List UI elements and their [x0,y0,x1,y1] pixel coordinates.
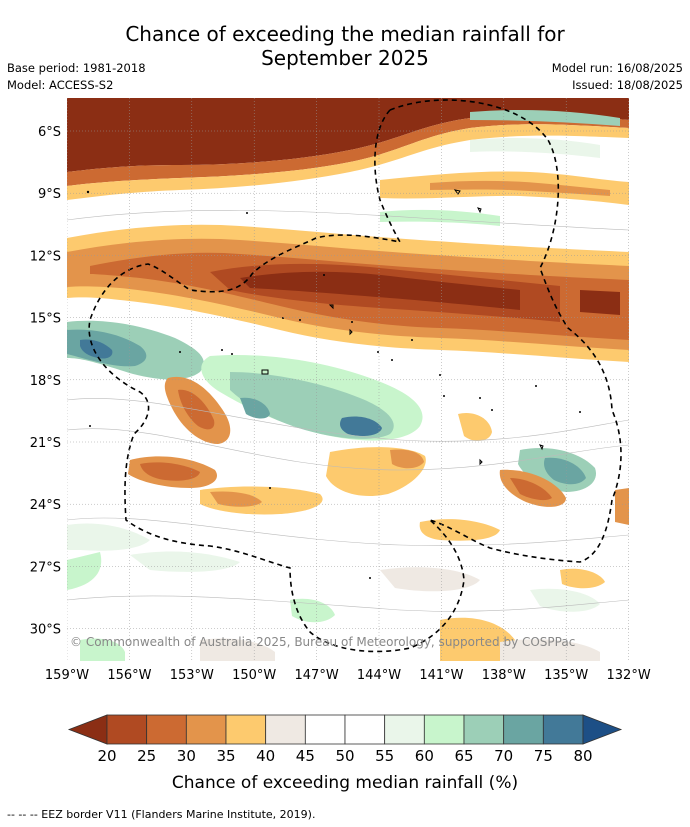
lat-label: 24°S [30,498,61,513]
colorbar-segment [384,714,425,745]
map-title: Chance of exceeding the median rainfall … [0,22,690,70]
colorbar-label: Chance of exceeding median rainfall (%) [172,773,518,793]
copyright-text: © Commonwealth of Australia 2025, Bureau… [70,635,575,649]
lat-label: 15°S [30,312,61,327]
colorbar-tick-label: 20 [97,747,116,765]
lon-label: 159°W [45,668,89,683]
colorbar-tick-label: 70 [494,747,513,765]
lon-label: 150°W [232,668,276,683]
colorbar-low-extension [67,714,108,745]
lat-label: 21°S [30,436,61,451]
colorbar-tick-label: 35 [216,747,235,765]
lat-label: 30°S [30,623,61,638]
colorbar-tick-label: 40 [256,747,275,765]
colorbar-segment [542,714,584,745]
lon-label: 144°W [357,668,401,683]
colorbar-segment [423,714,465,745]
colorbar-tick-label: 30 [177,747,196,765]
lat-label: 12°S [30,249,61,264]
colorbar-segment [463,714,505,745]
colorbar-segment [344,714,386,745]
longitude-labels: 159°W 156°W 153°W 150°W 147°W 144°W 141°W 138°W… [45,668,651,683]
colorbar-segment [304,714,346,745]
lat-label: 27°S [30,560,61,575]
title-line-2: September 2025 [261,46,429,70]
colorbar-tick-label: 55 [375,747,394,765]
model-name: Model: ACCESS-S2 [7,78,114,92]
map-plot-area [67,98,629,661]
colorbar-tick-label: 75 [534,747,553,765]
latitude-labels: 6°S 9°S 12°S 15°S 18°S 21°S 24°S 27°S 30°S [30,125,61,638]
colorbar-segment [106,714,148,745]
meta-right: Model run: 16/08/2025 Issued: 18/08/2025 [552,60,683,94]
colorbar-segment [265,714,306,745]
title-line-1: Chance of exceeding the median rainfall … [125,22,565,46]
eez-footnote: -- -- -- EEZ border V11 (Flanders Marine… [7,808,316,821]
colorbar-tick-label: 80 [573,747,592,765]
colorbar-segment [185,714,227,745]
colorbar [67,714,623,745]
colorbar-tick-label: 45 [296,747,315,765]
lat-label: 18°S [30,374,61,389]
colorbar-segment [225,714,267,745]
colorbar-tick-label: 50 [335,747,354,765]
lon-label: 147°W [295,668,339,683]
lon-label: 156°W [107,668,151,683]
base-period: Base period: 1981-2018 [7,61,146,75]
colorbar-tick-label: 65 [454,747,473,765]
meta-left: Base period: 1981-2018 Model: ACCESS-S2 [7,60,146,94]
lon-label: 153°W [170,668,214,683]
issued-date: Issued: 18/08/2025 [572,78,683,92]
lat-label: 6°S [38,125,61,140]
colorbar-tick-label: 60 [415,747,434,765]
lon-label: 132°W [607,668,651,683]
colorbar-high-extension [582,714,623,745]
colorbar-segment [503,714,544,745]
colorbar-segment [146,714,187,745]
model-run: Model run: 16/08/2025 [551,61,683,75]
lat-label: 9°S [38,187,61,202]
rainfall-map: © Commonwealth of Australia 2025, Bureau… [30,98,651,793]
lon-label: 138°W [482,668,526,683]
lon-label: 141°W [419,668,463,683]
colorbar-tick-label: 25 [137,747,156,765]
lon-label: 135°W [544,668,588,683]
colorbar-ticks: 20 25 30 35 40 45 50 55 60 65 70 75 80 [97,747,592,765]
